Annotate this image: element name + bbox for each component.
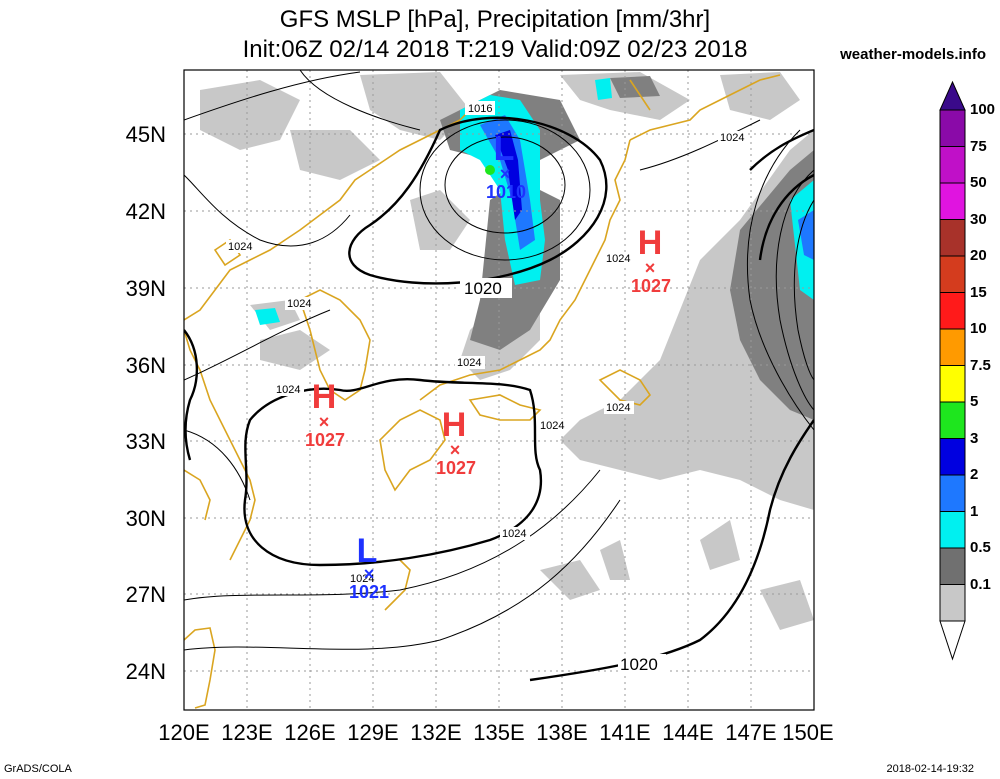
colorbar-swatch	[939, 584, 966, 622]
lat-label: 45N	[125, 122, 166, 147]
lon-label: 141E	[599, 720, 651, 745]
colorbar-tick-label: 30	[970, 210, 987, 228]
lon-label: 147E	[725, 720, 777, 745]
isobar-label: 1020	[620, 655, 658, 674]
low-center: L × 1021	[349, 532, 389, 602]
isobar-label: 1016	[468, 103, 492, 115]
isobar-labels: 1016 1020 1024 1024 1024 1024 1024 1024 …	[226, 101, 748, 674]
colorbar-tick-label: 0.1	[970, 575, 991, 593]
lon-label: 138E	[536, 720, 588, 745]
isobar-label: 1024	[276, 384, 300, 396]
lon-label: 123E	[221, 720, 273, 745]
colorbar-tick-label: 100	[970, 101, 996, 118]
isobar-label: 1024	[606, 253, 630, 265]
isobar-label: 1020	[464, 279, 502, 298]
colorbar-tick-label: 5	[970, 393, 979, 410]
isobar-label: 1024	[287, 298, 311, 310]
isobar-label: 1024	[457, 357, 481, 369]
colorbar-tick-label: 3	[970, 429, 979, 447]
colorbar-swatch	[939, 255, 966, 293]
map-title: GFS MSLP [hPa], Precipitation [mm/3hr]	[279, 6, 711, 33]
isobars-thick	[184, 116, 814, 682]
colorbar-swatch	[939, 511, 966, 549]
isobar-label: 1024	[502, 528, 526, 540]
svg-text:×: ×	[645, 258, 656, 278]
colorbar-swatch	[939, 328, 966, 366]
colorbar-swatch	[939, 401, 966, 439]
high-center: H × 1027	[436, 406, 476, 478]
lon-label: 129E	[347, 720, 399, 745]
lat-label: 36N	[125, 353, 166, 378]
colorbar-tick-label: 7.5	[970, 356, 991, 374]
colorbar-swatch	[939, 474, 966, 512]
precip-heavy	[255, 78, 814, 325]
lon-label: 144E	[662, 720, 714, 745]
svg-text:H: H	[442, 406, 467, 444]
colorbar-tick-label: 1	[970, 502, 979, 520]
lat-label: 39N	[125, 276, 166, 301]
colorbar-tick-label: 75	[970, 137, 987, 155]
svg-text:H: H	[638, 224, 663, 262]
svg-text:1010: 1010	[486, 182, 526, 202]
colorbar-swatch	[939, 109, 966, 147]
lat-label: 27N	[125, 582, 166, 607]
colorbar-tick-label: 20	[970, 247, 987, 264]
coastlines	[184, 74, 781, 709]
svg-text:1021: 1021	[349, 582, 389, 602]
colorbar-tick-label: 15	[970, 283, 987, 301]
lon-label: 135E	[473, 720, 525, 745]
high-center: H × 1027	[631, 224, 671, 296]
isobar-label: 1024	[228, 241, 252, 253]
colorbar-tick-label: 0.5	[970, 539, 991, 556]
isobar-label: 1024	[606, 402, 630, 414]
svg-text:L: L	[494, 130, 515, 168]
svg-text:H: H	[312, 378, 337, 416]
colorbar-swatch	[939, 438, 966, 476]
lon-label: 126E	[284, 720, 336, 745]
timestamp: 2018-02-14-19:32	[886, 763, 974, 775]
colorbar-swatch	[939, 292, 966, 330]
isobar-label: 1024	[720, 132, 744, 144]
lat-label: 33N	[125, 429, 166, 454]
map-subtitle: Init:06Z 02/14 2018 T:219 Valid:09Z 02/2…	[242, 36, 748, 63]
isobar-label: 1024	[540, 420, 564, 432]
colorbar	[939, 80, 966, 661]
svg-text:×: ×	[500, 164, 511, 184]
lat-label: 30N	[125, 506, 166, 531]
high-center: H × 1027	[305, 378, 345, 450]
svg-text:1027: 1027	[436, 458, 476, 478]
lon-label: 120E	[158, 720, 210, 745]
colorbar-swatch	[939, 219, 966, 257]
software-credit: GrADS/COLA	[4, 763, 72, 775]
isobar-label: 1024	[350, 573, 374, 585]
svg-text:1027: 1027	[631, 276, 671, 296]
pressure-centers: L × 1010 H × 1027 H × 1027 H × 1027 L ×	[305, 130, 671, 602]
svg-text:×: ×	[319, 412, 330, 432]
colorbar-cap-bottom	[939, 620, 966, 661]
colorbar-tick-label: 10	[970, 320, 987, 337]
colorbar-tick-label: 50	[970, 174, 987, 191]
colorbar-tick-label: 2	[970, 466, 979, 483]
colorbar-cap-top	[939, 80, 966, 111]
low-center: L × 1010	[486, 130, 526, 202]
colorbar-swatch	[939, 365, 966, 403]
colorbar-swatch	[939, 547, 966, 585]
isobars-thin	[184, 70, 814, 651]
lon-label: 132E	[410, 720, 462, 745]
colorbar-swatch	[939, 182, 966, 220]
svg-text:1027: 1027	[305, 430, 345, 450]
colorbar-swatch	[939, 146, 966, 184]
lon-label: 150E	[782, 720, 834, 745]
lat-label: 24N	[125, 659, 166, 684]
lat-label: 42N	[125, 199, 166, 224]
site-credit: weather-models.info	[840, 46, 986, 63]
svg-text:L: L	[357, 532, 378, 570]
svg-text:×: ×	[364, 564, 375, 584]
svg-text:×: ×	[450, 440, 461, 460]
